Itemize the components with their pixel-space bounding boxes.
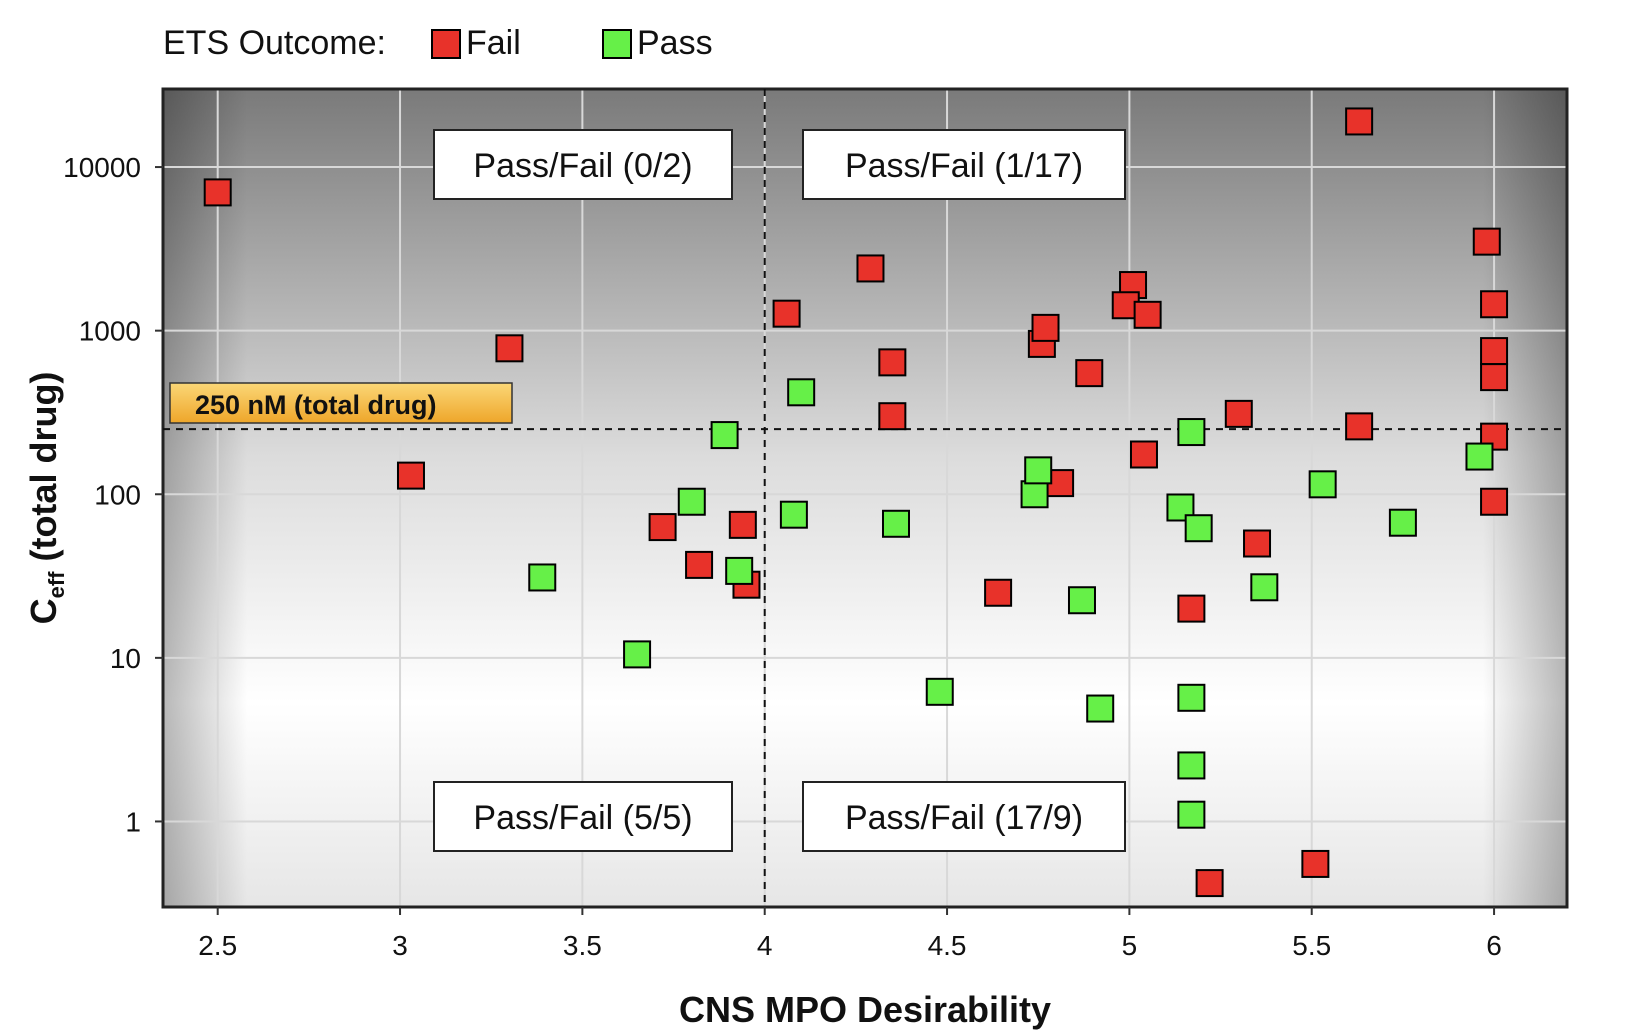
point-fail-10 bbox=[878, 402, 907, 431]
legend-label-pass: Pass bbox=[637, 24, 713, 62]
x-tick-label-5: 5 bbox=[1122, 930, 1138, 961]
threshold-annotation: 250 nM (total drug) bbox=[169, 382, 513, 424]
quadrant-label-top-right: Pass/Fail (1/17) bbox=[845, 147, 1083, 185]
point-fail-23 bbox=[1195, 869, 1224, 898]
point-fail-4 bbox=[685, 550, 714, 579]
quadrant-label-bottom-right: Pass/Fail (17/9) bbox=[845, 799, 1083, 837]
point-pass-0 bbox=[528, 563, 557, 592]
y-tick-label-3: 1000 bbox=[79, 316, 141, 347]
x-axis-label: CNS MPO Desirability bbox=[679, 989, 1051, 1030]
data-points bbox=[203, 107, 1509, 898]
y-axis-label: Ceff (total drug) bbox=[23, 372, 69, 625]
quadrant-box-bottom-right bbox=[802, 781, 1126, 852]
quadrant-label-bottom-left: Pass/Fail (5/5) bbox=[473, 799, 692, 837]
quadrant-box-top-right bbox=[802, 129, 1126, 200]
point-fail-15 bbox=[984, 578, 1013, 607]
point-fail-7 bbox=[772, 299, 801, 328]
point-fail-19 bbox=[1129, 440, 1158, 469]
point-pass-10 bbox=[1024, 456, 1053, 485]
point-fail-9 bbox=[878, 348, 907, 377]
point-fail-24 bbox=[1301, 849, 1330, 878]
point-pass-7 bbox=[881, 509, 910, 538]
legend-label-fail: Fail bbox=[466, 24, 521, 62]
y-tick-label-0: 1 bbox=[125, 806, 141, 837]
quadrant-box-top-left bbox=[433, 129, 733, 200]
point-fail-25 bbox=[1345, 107, 1374, 136]
x-tick-label-1: 3 bbox=[392, 930, 408, 961]
point-fail-21 bbox=[1224, 399, 1253, 428]
point-pass-20 bbox=[1308, 470, 1337, 499]
y-axis-ticks: 1 10 100 1000 10000 bbox=[63, 152, 163, 837]
threshold-label-box bbox=[169, 382, 513, 424]
point-fail-28 bbox=[1480, 290, 1509, 319]
point-fail-30 bbox=[1480, 363, 1509, 392]
quadrant-labels: Pass/Fail (0/2) Pass/Fail (1/17) Pass/Fa… bbox=[433, 129, 1126, 852]
point-pass-2 bbox=[677, 487, 706, 516]
point-fail-12 bbox=[1031, 313, 1060, 342]
point-fail-8 bbox=[856, 254, 885, 283]
y-axis-label-main: C bbox=[23, 598, 64, 624]
point-pass-16 bbox=[1177, 683, 1206, 712]
y-axis-label-rest: (total drug) bbox=[23, 372, 64, 572]
legend-title: ETS Outcome: bbox=[163, 24, 386, 62]
legend-swatch-pass bbox=[602, 29, 632, 59]
point-fail-20 bbox=[1177, 594, 1206, 623]
point-pass-8 bbox=[925, 677, 954, 706]
point-fail-18 bbox=[1133, 300, 1162, 329]
point-pass-6 bbox=[779, 500, 808, 529]
point-pass-21 bbox=[1388, 508, 1417, 537]
y-tick-label-4: 10000 bbox=[63, 152, 141, 183]
point-fail-32 bbox=[1480, 487, 1509, 516]
y-axis-label-sub: eff bbox=[44, 571, 69, 599]
legend-swatch-fail bbox=[431, 29, 461, 59]
legend: ETS Outcome: Fail Pass bbox=[163, 24, 713, 62]
point-fail-0 bbox=[203, 178, 232, 207]
point-pass-4 bbox=[725, 556, 754, 585]
point-pass-22 bbox=[1465, 442, 1494, 471]
point-pass-15 bbox=[1184, 514, 1213, 543]
point-pass-11 bbox=[1067, 586, 1096, 615]
plot-border bbox=[161, 87, 1569, 909]
point-fail-3 bbox=[648, 513, 677, 542]
quadrant-box-bottom-left bbox=[433, 781, 733, 852]
point-fail-13 bbox=[1075, 359, 1104, 388]
point-fail-27 bbox=[1472, 227, 1501, 256]
point-pass-19 bbox=[1250, 573, 1279, 602]
x-tick-label-0: 2.5 bbox=[198, 930, 237, 961]
point-pass-9 bbox=[1020, 480, 1049, 509]
point-fail-29 bbox=[1480, 337, 1509, 366]
point-pass-5 bbox=[787, 378, 816, 407]
x-axis-ticks: 2.5 3 3.5 4 4.5 5 5.5 6 bbox=[198, 907, 1502, 961]
x-tick-label-7: 6 bbox=[1486, 930, 1502, 961]
x-tick-label-6: 5.5 bbox=[1292, 930, 1331, 961]
point-pass-3 bbox=[710, 421, 739, 450]
point-fail-2 bbox=[396, 461, 425, 490]
y-tick-label-2: 100 bbox=[94, 479, 141, 510]
point-pass-18 bbox=[1177, 800, 1206, 829]
point-pass-14 bbox=[1177, 418, 1206, 447]
reference-lines bbox=[163, 89, 1567, 907]
point-fail-22 bbox=[1243, 529, 1272, 558]
point-fail-26 bbox=[1345, 412, 1374, 441]
x-tick-label-2: 3.5 bbox=[563, 930, 602, 961]
threshold-label: 250 nM (total drug) bbox=[195, 390, 437, 420]
point-pass-17 bbox=[1177, 751, 1206, 780]
point-fail-5 bbox=[728, 510, 757, 539]
point-fail-1 bbox=[495, 334, 524, 363]
y-tick-label-1: 10 bbox=[110, 643, 141, 674]
point-pass-12 bbox=[1086, 694, 1115, 723]
x-tick-label-4: 4.5 bbox=[928, 930, 967, 961]
x-tick-label-3: 4 bbox=[757, 930, 773, 961]
point-pass-1 bbox=[623, 640, 652, 669]
quadrant-label-top-left: Pass/Fail (0/2) bbox=[473, 147, 692, 185]
